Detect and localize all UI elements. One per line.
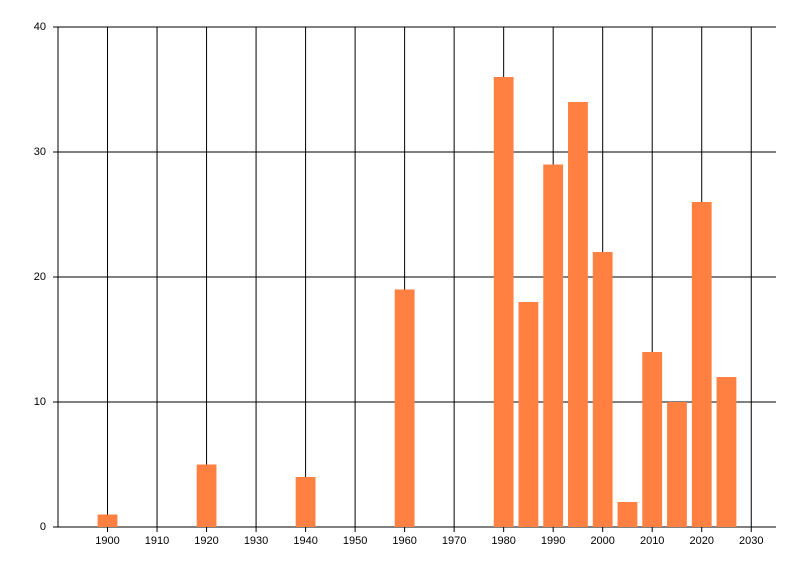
x-tick-label: 2000	[590, 535, 614, 547]
x-tick-label: 1980	[491, 535, 515, 547]
x-tick-label: 2020	[689, 535, 713, 547]
bar	[518, 302, 539, 527]
x-tick-label: 1990	[541, 535, 565, 547]
x-tick-label: 1960	[392, 535, 416, 547]
x-tick-label: 2010	[640, 535, 664, 547]
x-tick-label: 1950	[343, 535, 367, 547]
bar	[394, 289, 415, 527]
bar	[295, 477, 316, 527]
y-tick-label: 20	[34, 271, 46, 283]
bar	[568, 102, 588, 527]
bar	[667, 402, 687, 527]
bar	[97, 514, 118, 527]
bar	[543, 164, 564, 527]
bar	[716, 377, 737, 527]
bar	[642, 352, 663, 527]
bar	[493, 77, 514, 527]
x-tick-label: 1940	[293, 535, 317, 547]
x-tick-label: 1900	[95, 535, 119, 547]
bar	[617, 502, 638, 527]
x-tick-label: 2030	[739, 535, 763, 547]
x-tick-label: 1920	[194, 535, 218, 547]
y-tick-label: 10	[34, 396, 46, 408]
x-tick-label: 1910	[145, 535, 169, 547]
y-tick-label: 0	[40, 521, 46, 533]
bar	[196, 464, 217, 527]
x-tick-label: 1970	[442, 535, 466, 547]
bar	[691, 202, 712, 527]
y-tick-label: 40	[34, 21, 46, 33]
y-tick-label: 30	[34, 146, 46, 158]
bar	[592, 252, 613, 527]
x-tick-label: 1930	[244, 535, 268, 547]
